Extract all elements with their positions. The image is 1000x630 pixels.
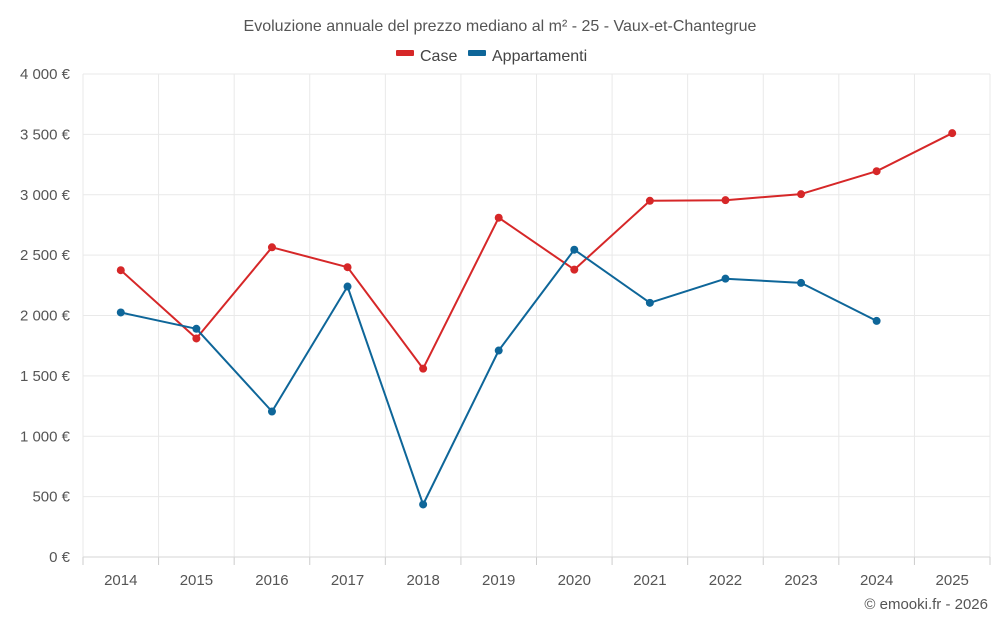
series — [116, 129, 957, 509]
data-point-appartamenti[interactable] — [192, 324, 201, 333]
legend-swatch-case — [396, 50, 414, 56]
x-tick-label: 2020 — [558, 572, 591, 589]
data-point-case[interactable] — [192, 334, 201, 343]
grid — [82, 73, 991, 558]
y-tick-label: 1 000 € — [20, 428, 71, 445]
x-tick-label: 2024 — [860, 572, 893, 589]
y-tick-label: 2 000 € — [20, 308, 71, 325]
data-point-case[interactable] — [419, 364, 428, 373]
data-point-case[interactable] — [872, 167, 881, 176]
data-point-case[interactable] — [570, 265, 579, 274]
chart-title: Evoluzione annuale del prezzo mediano al… — [244, 18, 757, 35]
x-tick-label: 2025 — [936, 572, 969, 589]
data-point-case[interactable] — [343, 263, 352, 272]
legend-swatch-appartamenti — [468, 50, 486, 56]
x-tick-label: 2018 — [406, 572, 439, 589]
series-case — [116, 129, 957, 373]
legend-item-appartamenti[interactable]: Appartamenti — [468, 48, 587, 65]
y-tick-label: 2 500 € — [20, 247, 71, 264]
data-point-appartamenti[interactable] — [570, 245, 579, 254]
data-point-case[interactable] — [721, 196, 730, 205]
credit-text: © emooki.fr - 2026 — [864, 596, 988, 613]
x-tick-label: 2015 — [180, 572, 213, 589]
data-point-case[interactable] — [797, 190, 806, 199]
data-point-appartamenti[interactable] — [721, 274, 730, 283]
y-tick-label: 3 500 € — [20, 126, 71, 143]
data-point-appartamenti[interactable] — [343, 282, 352, 291]
data-point-appartamenti[interactable] — [419, 500, 428, 509]
data-point-case[interactable] — [494, 213, 503, 222]
y-tick-label: 500 € — [32, 489, 70, 506]
series-appartamenti — [116, 245, 881, 509]
x-tick-label: 2019 — [482, 572, 515, 589]
legend-label-appartamenti: Appartamenti — [492, 48, 587, 65]
legend: Case Appartamenti — [396, 48, 587, 65]
y-tick-label: 0 € — [49, 549, 71, 566]
legend-label-case: Case — [420, 48, 457, 65]
y-tick-label: 3 000 € — [20, 187, 71, 204]
y-tick-label: 1 500 € — [20, 368, 71, 385]
data-point-appartamenti[interactable] — [116, 308, 125, 317]
x-tick-label: 2022 — [709, 572, 742, 589]
x-tick-label: 2014 — [104, 572, 137, 589]
series-line-case — [120, 132, 953, 370]
data-point-case[interactable] — [948, 129, 957, 138]
data-point-appartamenti[interactable] — [797, 278, 806, 287]
data-point-case[interactable] — [645, 196, 654, 205]
x-tick-label: 2021 — [633, 572, 666, 589]
axes: 0 € 500 € 1 000 € 1 500 € 2 000 € 2 500 € 3 00… — [20, 66, 991, 589]
x-tick-label: 2017 — [331, 572, 364, 589]
x-tick-label: 2023 — [784, 572, 817, 589]
data-point-appartamenti[interactable] — [267, 407, 276, 416]
data-point-case[interactable] — [267, 243, 276, 252]
data-point-case[interactable] — [116, 266, 125, 275]
data-point-appartamenti[interactable] — [645, 298, 654, 307]
y-tick-label: 4 000 € — [20, 66, 71, 83]
legend-item-case[interactable]: Case — [396, 48, 457, 65]
x-tick-label: 2016 — [255, 572, 288, 589]
data-point-appartamenti[interactable] — [494, 346, 503, 355]
data-point-appartamenti[interactable] — [872, 316, 881, 325]
